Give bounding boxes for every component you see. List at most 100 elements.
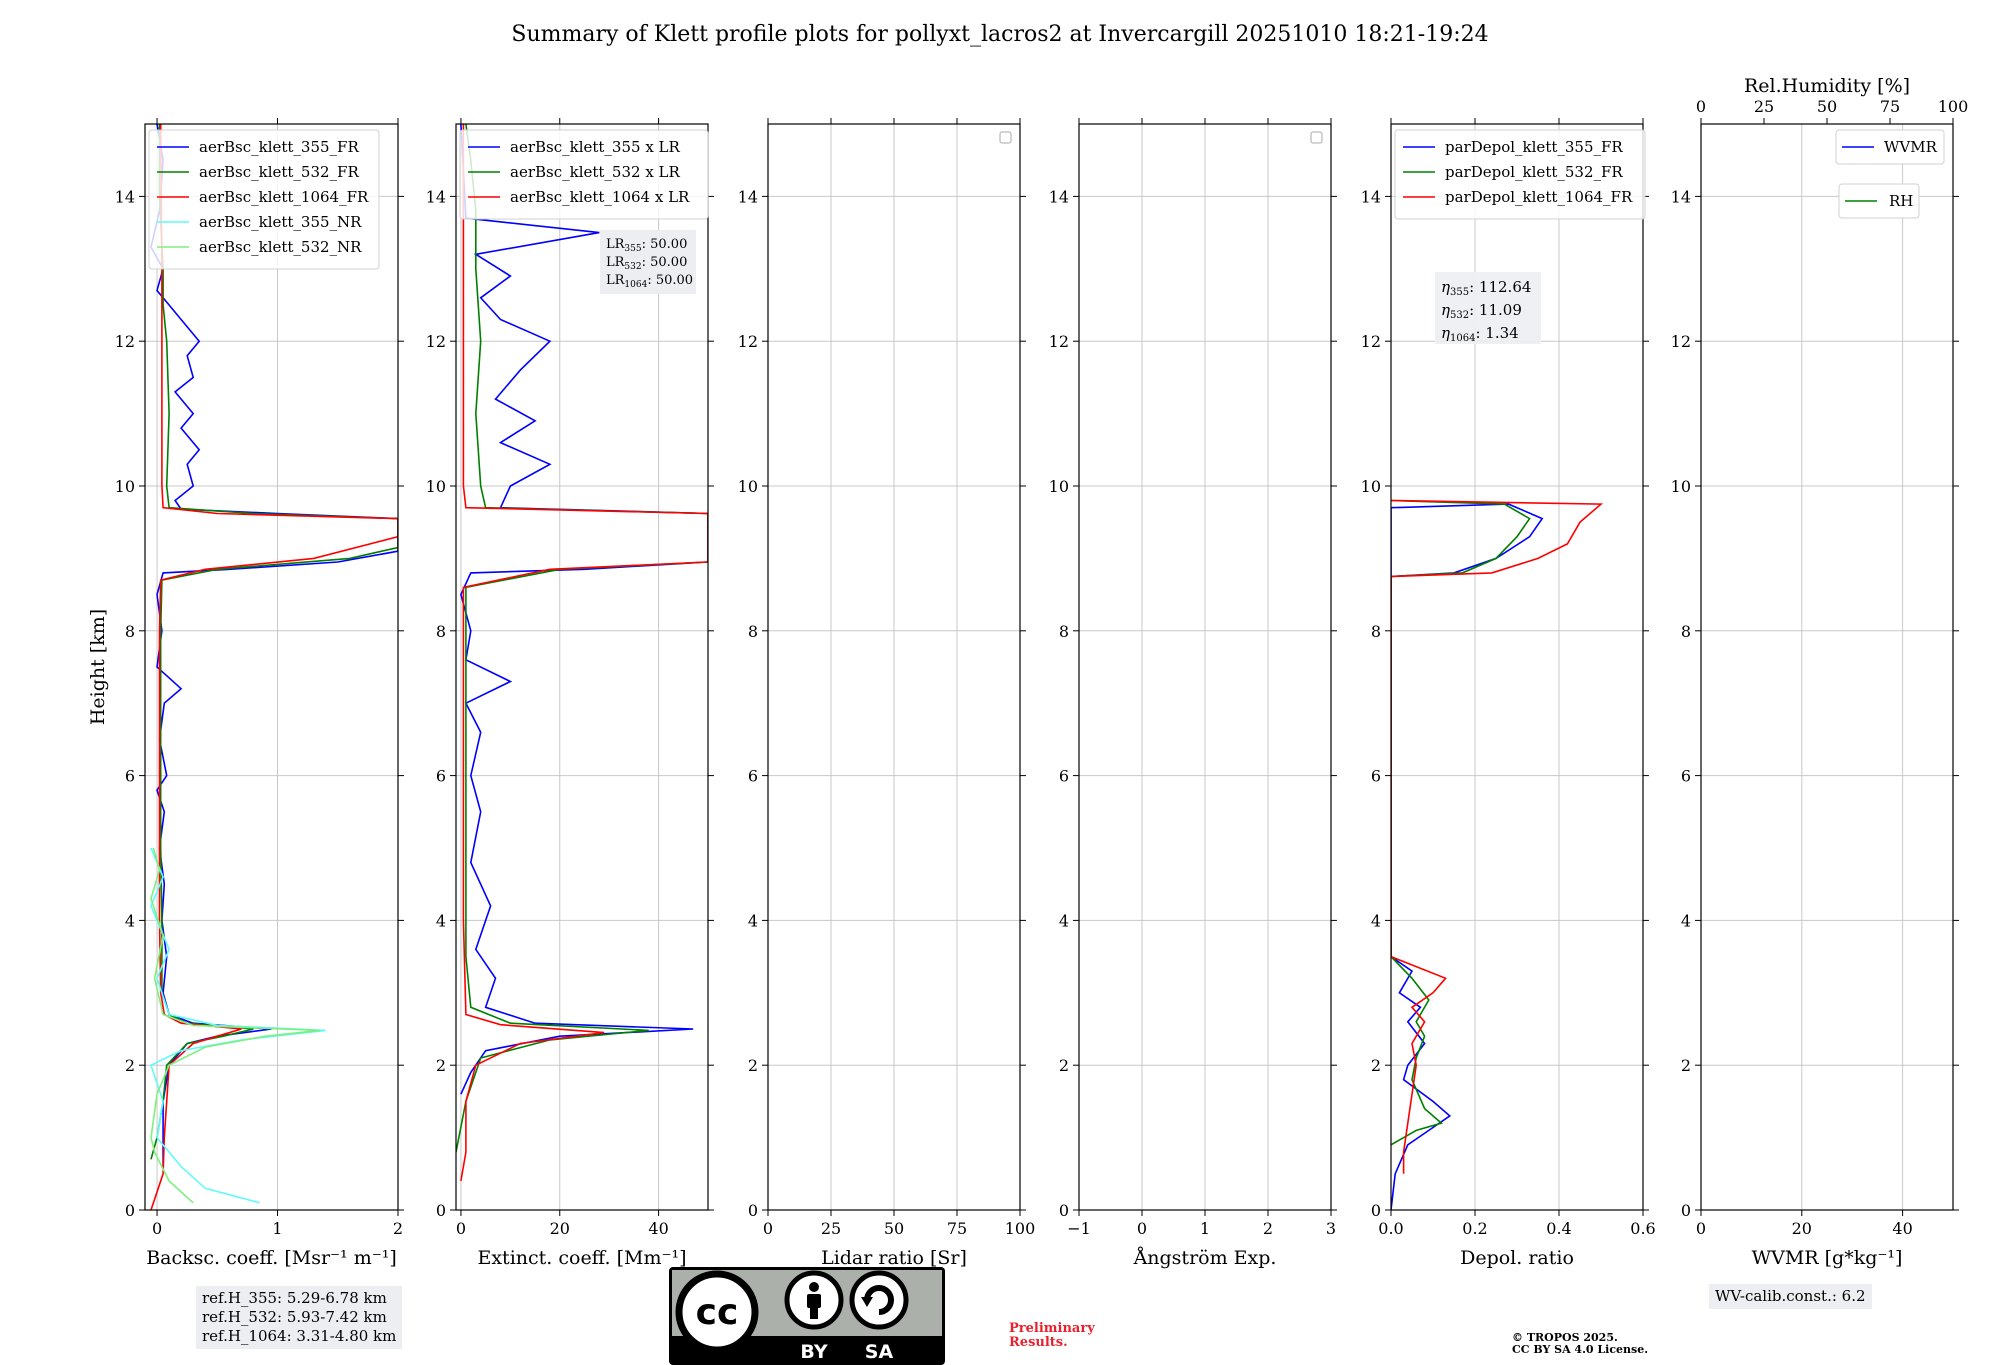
- wv-calib-box: WV-calib.const.: 6.2: [1709, 1284, 1872, 1309]
- y-tick-label: 6: [1681, 767, 1691, 786]
- series-group: [150, 124, 398, 1210]
- page-title: Summary of Klett profile plots for polly…: [511, 22, 1489, 47]
- y-tick-label: 10: [738, 477, 758, 496]
- y-tick-label: 6: [748, 767, 758, 786]
- x-tick-label: 0: [456, 1219, 466, 1238]
- legend-label: aerBsc_klett_355 x LR: [510, 138, 681, 156]
- y-tick-label: 12: [1361, 332, 1381, 351]
- legend-label: aerBsc_klett_1064_FR: [199, 188, 369, 206]
- ref-height-532: ref.H_532: 5.93-7.42 km: [202, 1308, 387, 1326]
- y-tick-label: 6: [1371, 767, 1381, 786]
- y-tick-label: 8: [436, 622, 446, 641]
- top-x-axis-label: Rel.Humidity [%]: [1744, 75, 1910, 97]
- x-axis-label: Lidar ratio [Sr]: [821, 1247, 967, 1269]
- y-tick-label: 2: [436, 1056, 446, 1075]
- x-tick-label: 20: [1792, 1219, 1812, 1238]
- y-tick-label: 10: [1049, 477, 1069, 496]
- x-tick-label: 25: [821, 1219, 841, 1238]
- y-tick-label: 12: [1049, 332, 1069, 351]
- y-tick-label: 8: [125, 622, 135, 641]
- x-tick-label: 1: [1200, 1219, 1210, 1238]
- top-x-tick-label: 50: [1817, 97, 1837, 116]
- x-tick-label: 0: [152, 1219, 162, 1238]
- legend-label: aerBsc_klett_355_NR: [199, 213, 362, 231]
- eta-label: η1064: 1.34: [1441, 324, 1519, 344]
- y-tick-label: 0: [1371, 1201, 1381, 1220]
- x-axis-label: Backsc. coeff. [Msr⁻¹ m⁻¹]: [146, 1247, 397, 1269]
- series-aerBsc_klett_1064 x LR: [460, 124, 708, 1182]
- by-label: BY: [800, 1341, 827, 1363]
- series-aerBsc_klett_355_NR: [150, 847, 326, 1204]
- legend-label: parDepol_klett_1064_FR: [1445, 188, 1633, 206]
- empty-legend-box: [999, 131, 1012, 144]
- preliminary-notice: Preliminary Results.: [1009, 1322, 1095, 1350]
- series-group: [1391, 499, 1604, 1210]
- x-tick-label: 20: [550, 1219, 570, 1238]
- series-aerBsc_klett_355 x LR: [460, 124, 708, 1095]
- y-tick-label: 10: [426, 477, 446, 496]
- y-tick-label: 4: [125, 911, 135, 930]
- y-tick-label: 2: [1059, 1056, 1069, 1075]
- x-tick-label: 0.6: [1630, 1219, 1655, 1238]
- x-tick-label: 0: [1137, 1219, 1147, 1238]
- y-axis-label: Height [km]: [87, 609, 109, 725]
- series-aerBsc_klett_532_NR: [150, 847, 320, 1204]
- person-icon: [809, 1282, 819, 1292]
- axes-frame: [1390, 123, 1644, 1211]
- y-tick-label: 4: [436, 911, 446, 930]
- cc-text: cc: [696, 1292, 739, 1333]
- x-tick-label: 1: [272, 1219, 282, 1238]
- preliminary-line-2: Results.: [1009, 1335, 1068, 1350]
- axes-frame: [1700, 123, 1954, 1211]
- y-tick-label: 6: [125, 767, 135, 786]
- legend-label: aerBsc_klett_355_FR: [199, 138, 359, 156]
- x-axis-label: Extinct. coeff. [Mm⁻¹]: [477, 1247, 686, 1269]
- x-axis-label: Ångström Exp.: [1133, 1247, 1277, 1269]
- legend-box: [459, 129, 709, 220]
- y-tick-label: 12: [426, 332, 446, 351]
- y-tick-label: 8: [1059, 622, 1069, 641]
- ref-height-355: ref.H_355: 5.29-6.78 km: [202, 1289, 387, 1307]
- x-tick-label: 2: [393, 1219, 403, 1238]
- y-tick-label: 0: [436, 1201, 446, 1220]
- axes-frame: [144, 123, 399, 1211]
- y-tick-label: 14: [1671, 187, 1691, 206]
- series-parDepol_klett_532_FR: [1391, 499, 1531, 1146]
- y-tick-label: 12: [738, 332, 758, 351]
- y-tick-label: 0: [125, 1201, 135, 1220]
- y-tick-label: 2: [748, 1056, 758, 1075]
- ref-height-1064: ref.H_1064: 3.31-4.80 km: [202, 1327, 397, 1345]
- empty-legend-box: [1310, 131, 1323, 144]
- y-tick-label: 14: [738, 187, 758, 206]
- x-tick-label: 40: [1892, 1219, 1912, 1238]
- y-tick-label: 4: [1371, 911, 1381, 930]
- y-tick-label: 6: [436, 767, 446, 786]
- copyright-notice: © TROPOS 2025. CC BY SA 4.0 License.: [1512, 1332, 1648, 1356]
- legend-box: [148, 129, 380, 270]
- series-parDepol_klett_355_FR: [1391, 503, 1544, 1210]
- y-tick-label: 2: [1681, 1056, 1691, 1075]
- eta-label: η355: 112.64: [1441, 278, 1531, 298]
- x-tick-label: 2: [1263, 1219, 1273, 1238]
- legend-box: [1394, 129, 1646, 220]
- y-tick-label: 4: [1059, 911, 1069, 930]
- legend-box: [1838, 183, 1920, 219]
- cc-by-sa-logo: cc BY SA: [669, 1267, 945, 1365]
- legend-label: aerBsc_klett_532 x LR: [510, 163, 681, 181]
- y-tick-label: 8: [1371, 622, 1381, 641]
- x-tick-label: 0.0: [1378, 1219, 1403, 1238]
- wv-calib-text: WV-calib.const.: 6.2: [1715, 1287, 1866, 1305]
- eta-box: [1435, 272, 1541, 344]
- x-tick-label: 3: [1326, 1219, 1336, 1238]
- share-alike-icon: [864, 1285, 894, 1315]
- copyright-line-2: CC BY SA 4.0 License.: [1512, 1343, 1649, 1356]
- series-aerBsc_klett_532 x LR: [456, 124, 708, 1153]
- y-tick-label: 0: [1059, 1201, 1069, 1220]
- legend-label: aerBsc_klett_1064 x LR: [510, 188, 690, 206]
- y-tick-label: 14: [115, 187, 135, 206]
- x-tick-label: 40: [648, 1219, 668, 1238]
- y-tick-label: 4: [748, 911, 758, 930]
- y-tick-label: 8: [748, 622, 758, 641]
- y-tick-label: 2: [125, 1056, 135, 1075]
